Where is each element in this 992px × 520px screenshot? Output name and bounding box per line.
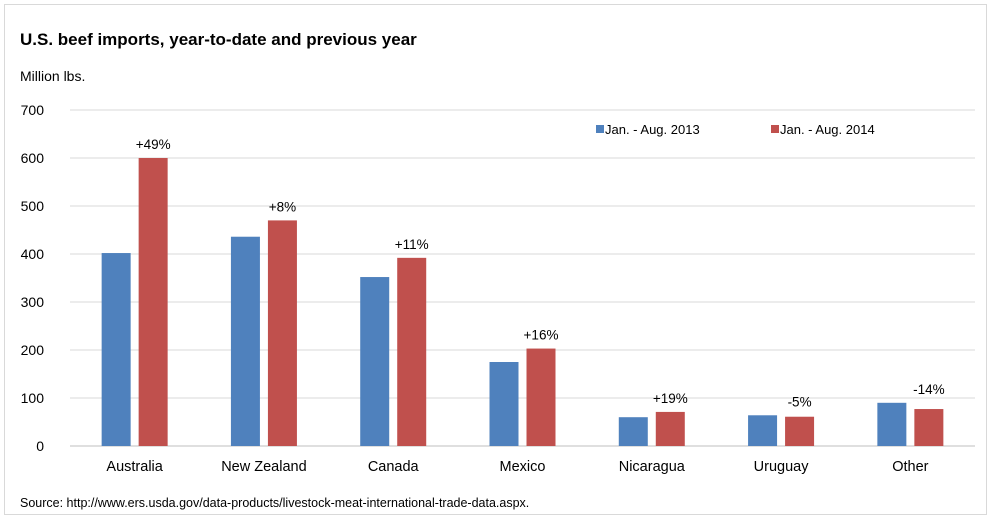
bar-2014 (138, 158, 168, 446)
category-label: Australia (106, 459, 163, 475)
legend-label: Jan. - Aug. 2014 (780, 122, 875, 137)
bar-2013 (618, 417, 648, 446)
y-tick-label: 500 (21, 198, 45, 214)
legend-label: Jan. - Aug. 2013 (605, 122, 700, 137)
source-note: Source: http://www.ers.usda.gov/data-pro… (20, 496, 530, 510)
bar-2013 (489, 362, 519, 446)
category-label: Mexico (500, 459, 546, 475)
change-label: -5% (788, 394, 812, 409)
bar-2014 (397, 257, 427, 446)
y-tick-label: 400 (21, 246, 45, 262)
category-label: New Zealand (221, 459, 306, 475)
bar-2013 (101, 253, 131, 446)
chart-title: U.S. beef imports, year-to-date and prev… (20, 30, 417, 49)
legend-swatch (596, 125, 604, 133)
change-label: -14% (913, 382, 945, 397)
legend-swatch (771, 125, 779, 133)
change-label: +19% (653, 391, 688, 406)
change-label: +11% (395, 237, 429, 252)
bar-2014 (526, 348, 556, 446)
bar-2013 (230, 236, 260, 446)
y-tick-label: 600 (21, 150, 45, 166)
y-axis-label: Million lbs. (20, 68, 86, 84)
bar-2014 (914, 409, 944, 446)
category-label: Nicaragua (619, 459, 686, 475)
bar-2013 (877, 402, 907, 446)
bar-2013 (748, 415, 778, 446)
bar-2013 (360, 277, 390, 446)
category-label: Other (892, 459, 928, 475)
change-label: +8% (269, 199, 296, 214)
y-tick-label: 200 (21, 342, 45, 358)
y-tick-label: 300 (21, 294, 45, 310)
category-label: Canada (368, 459, 420, 475)
y-tick-label: 100 (21, 390, 45, 406)
category-label: Uruguay (754, 459, 810, 475)
y-tick-label: 0 (36, 438, 44, 454)
change-label: +49% (136, 137, 171, 152)
bar-2014 (785, 416, 815, 446)
bar-2014 (655, 411, 685, 446)
y-tick-label: 700 (21, 102, 45, 118)
change-label: +16% (524, 328, 559, 343)
bar-2014 (267, 220, 297, 446)
